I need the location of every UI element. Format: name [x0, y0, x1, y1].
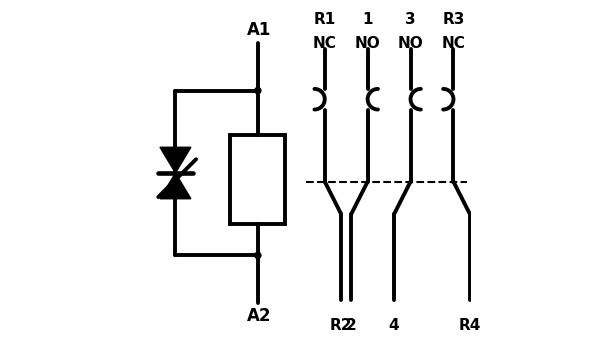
Polygon shape [160, 147, 191, 173]
Bar [230, 135, 285, 225]
Polygon shape [160, 173, 191, 199]
Text: 4: 4 [389, 318, 399, 333]
Text: R4: R4 [459, 318, 481, 333]
Text: NC: NC [313, 36, 337, 51]
Text: 1: 1 [362, 12, 373, 27]
Text: R2: R2 [330, 318, 352, 333]
Circle shape [255, 252, 261, 258]
Text: 3: 3 [405, 12, 416, 27]
Text: R1: R1 [313, 12, 336, 27]
Text: R3: R3 [443, 12, 465, 27]
Text: A1: A1 [248, 21, 271, 39]
Text: NO: NO [355, 36, 380, 51]
Text: NO: NO [398, 36, 423, 51]
Text: A2: A2 [248, 307, 271, 325]
Text: 2: 2 [346, 318, 356, 333]
Text: NC: NC [441, 36, 465, 51]
Circle shape [255, 88, 261, 94]
